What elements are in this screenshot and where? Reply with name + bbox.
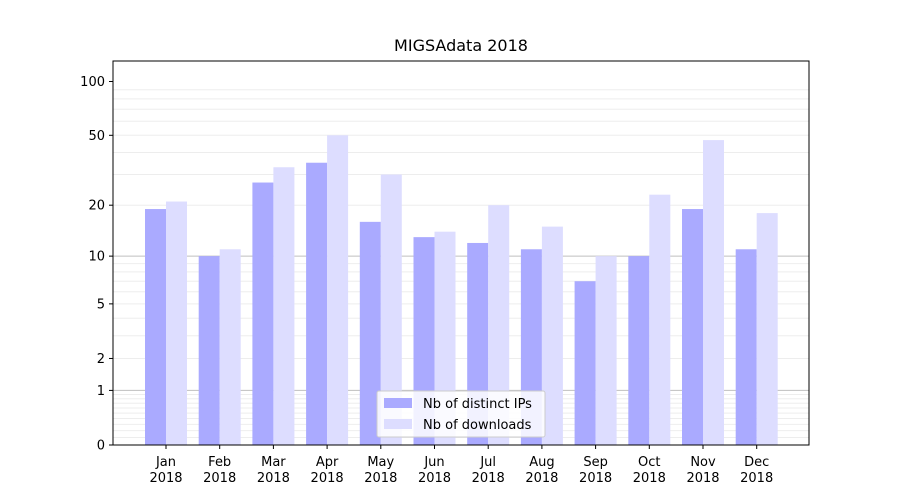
- x-tick-label-month: Oct: [638, 455, 660, 470]
- legend: Nb of distinct IPs Nb of downloads: [376, 390, 546, 438]
- x-tick-label-year: 2018: [633, 471, 666, 486]
- y-axis: 0 1 2 5 10 20 50 100: [80, 75, 113, 454]
- bar-downloads: [595, 256, 617, 445]
- bar-downloads: [380, 174, 402, 445]
- legend-box: [376, 390, 546, 438]
- x-tick-label-month: Feb: [208, 455, 231, 470]
- bar-downloads: [703, 140, 724, 445]
- x-tick-label-year: 2018: [686, 471, 719, 486]
- x-tick-label-month: Jul: [479, 455, 496, 470]
- bar-ips: [359, 221, 381, 445]
- legend-label-ips: Nb of distinct IPs: [423, 397, 532, 412]
- y-tick-label: 100: [80, 75, 105, 90]
- bar-ips: [306, 162, 328, 445]
- bar-ips: [682, 209, 703, 445]
- bar-downloads: [219, 249, 241, 445]
- y-tick-label: 2: [97, 352, 105, 367]
- y-tick-label: 50: [88, 129, 105, 144]
- bar-ips: [735, 249, 757, 445]
- x-tick-label-year: 2018: [364, 471, 397, 486]
- x-tick-label-month: Apr: [316, 455, 339, 470]
- x-tick-label-year: 2018: [311, 471, 344, 486]
- x-tick-label-year: 2018: [257, 471, 290, 486]
- x-tick-label-month: Nov: [690, 455, 716, 470]
- bar-downloads: [327, 135, 349, 445]
- legend-swatch-downloads: [384, 419, 412, 429]
- x-tick-label-year: 2018: [149, 471, 182, 486]
- x-tick-label-year: 2018: [472, 471, 505, 486]
- x-tick-label-year: 2018: [525, 471, 558, 486]
- plot-frame: [112, 60, 810, 446]
- y-tick-label: 5: [97, 297, 105, 312]
- x-tick-label-month: Aug: [529, 455, 554, 470]
- y-tick-label: 0: [97, 439, 105, 454]
- x-tick-label-year: 2018: [418, 471, 451, 486]
- x-tick-label-month: May: [367, 455, 394, 470]
- x-tick-label-month: Jun: [423, 455, 444, 470]
- y-tick-label: 20: [88, 199, 105, 214]
- bar-ips: [574, 281, 596, 445]
- bar-ips: [252, 182, 274, 445]
- bar-downloads: [649, 194, 671, 445]
- bar-downloads: [541, 226, 563, 445]
- bar-downloads: [756, 213, 778, 445]
- x-tick-label-month: Dec: [744, 455, 769, 470]
- y-tick-label: 10: [88, 250, 105, 265]
- bar-downloads: [166, 201, 187, 445]
- x-axis: Jan2018Feb2018Mar2018Apr2018May2018Jun20…: [149, 445, 773, 486]
- bars-layer: [145, 135, 778, 445]
- x-tick-label-month: Sep: [583, 455, 608, 470]
- x-tick-label-month: Mar: [261, 455, 286, 470]
- bar-ips: [145, 209, 166, 445]
- bar-downloads: [273, 167, 295, 445]
- legend-label-downloads: Nb of downloads: [423, 418, 532, 433]
- legend-swatch-ips: [384, 398, 412, 408]
- bar-downloads: [488, 205, 510, 445]
- x-tick-label-year: 2018: [579, 471, 612, 486]
- x-tick-label-year: 2018: [740, 471, 773, 486]
- bar-ips: [198, 256, 220, 445]
- x-tick-label-month: Jan: [155, 455, 176, 470]
- chart-title: MIGSAdata 2018: [394, 36, 528, 55]
- y-tick-label: 1: [97, 384, 105, 399]
- bar-ips: [628, 256, 650, 445]
- x-tick-label-year: 2018: [203, 471, 236, 486]
